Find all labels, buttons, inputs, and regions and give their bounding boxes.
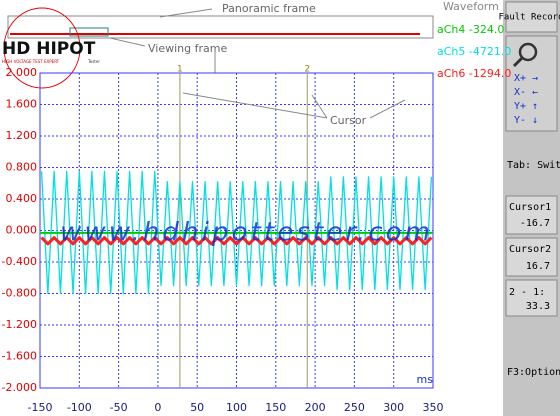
annotation: Cursor (330, 114, 367, 127)
annotation: Panoramic frame (222, 2, 316, 15)
y-tick-label: -2.000 (2, 381, 37, 394)
y-tick-label: 1.600 (6, 98, 38, 111)
background (0, 0, 503, 416)
x-tick-label: 200 (305, 401, 326, 414)
zoom-panel[interactable] (505, 35, 558, 132)
y-tick-label: 0.400 (6, 192, 38, 205)
legend-entry: aCh4 -324.0 (437, 23, 504, 36)
x-tick-label: 0 (154, 401, 161, 414)
cursor-label: 1 (177, 65, 183, 75)
plot (39, 72, 434, 389)
y-tick-label: 2.000 (6, 66, 38, 79)
key: X- ← (514, 87, 538, 98)
legend-entry: aCh6 -1294.0 (437, 67, 511, 80)
diff-label: 2 - 1: (509, 287, 545, 298)
logo: HD HIPOT (2, 39, 96, 59)
watermark: www.hdhipottester.com (60, 218, 430, 248)
x-tick-label: 350 (423, 401, 444, 414)
y-tick-label: -1.200 (2, 318, 37, 331)
diff-value: 33.3 (526, 301, 550, 312)
annotation: Viewing frame (148, 42, 227, 55)
diff-box (505, 279, 558, 317)
waveform-title: Waveform C1 (443, 0, 517, 13)
series-line (40, 236, 433, 246)
cursor-value: 16.7 (526, 261, 550, 272)
x-tick-label: -150 (28, 401, 53, 414)
x-tick-label: 250 (344, 401, 365, 414)
logo-small: Tester (87, 59, 100, 64)
logo-tagline: HIGH VOLTAGE TEST EXPERT (2, 59, 60, 64)
cursor-label: Cursor1 (509, 202, 551, 213)
arrow (369, 99, 406, 119)
y-tick-label: -0.400 (2, 255, 37, 268)
tab-hint: Tab: Switch (507, 160, 560, 171)
x-tick-label: -50 (110, 401, 128, 414)
cursor-box (505, 195, 558, 235)
magnifier-icon (518, 42, 538, 62)
sidebar-title: Fault Record (498, 13, 560, 23)
x-tick-label: 100 (226, 401, 247, 414)
arrow (182, 92, 328, 119)
panoramic-frame (7, 15, 434, 39)
y-tick-label: 0.000 (6, 224, 38, 237)
y-tick-label: 1.200 (6, 129, 38, 142)
sidebar-button[interactable] (505, 1, 558, 33)
x-tick-label: 50 (190, 401, 204, 414)
magnifier-icon (512, 56, 524, 68)
y-tick-label: -0.800 (2, 287, 37, 300)
cursor-label: 2 (304, 65, 310, 75)
cursor-box (505, 237, 558, 277)
x-tick-label: -100 (67, 401, 92, 414)
x-unit: ms (417, 373, 434, 386)
series-line (40, 170, 433, 295)
arrow (159, 8, 213, 18)
arrow (109, 37, 146, 47)
key: Y+ ↑ (514, 101, 538, 112)
viewing-frame (69, 27, 109, 37)
y-tick-label: -1.600 (2, 350, 37, 363)
x-tick-label: 150 (265, 401, 286, 414)
cursor-value: -16.7 (520, 218, 550, 229)
legend-entry: aCh5 -4721.0 (437, 45, 511, 58)
options-hint: F3:Options (507, 367, 560, 378)
logo-ring (3, 7, 81, 89)
key: X+ → (514, 73, 538, 84)
y-tick-label: 0.800 (6, 161, 38, 174)
arrow (311, 94, 328, 119)
x-tick-label: 300 (383, 401, 404, 414)
key: Y- ↓ (514, 115, 538, 126)
cursor-label: Cursor2 (509, 244, 551, 255)
